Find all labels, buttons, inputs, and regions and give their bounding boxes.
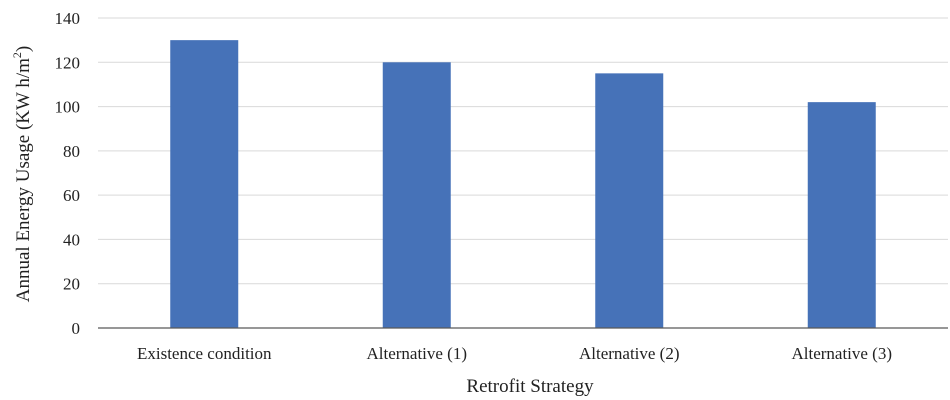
y-axis-title-main: Annual Energy Usage (KW h/m (13, 58, 34, 302)
x-tick-label: Alternative (1) (366, 344, 467, 363)
y-tick-label: 100 (55, 98, 81, 117)
x-tick-label: Existence condition (137, 344, 272, 363)
bar (595, 73, 664, 328)
y-axis-title-end: ) (13, 46, 34, 52)
y-tick-label: 140 (55, 9, 81, 28)
x-tick-label: Alternative (3) (791, 344, 892, 363)
y-axis-title: Annual Energy Usage (KW h/m2) (10, 46, 34, 302)
y-tick-label: 60 (63, 186, 80, 205)
gridlines (98, 17, 948, 285)
y-tick-label: 80 (63, 142, 80, 161)
y-axis-title-superscript: 2 (10, 52, 24, 58)
y-tick-label: 120 (55, 53, 81, 72)
y-tick-label: 40 (63, 230, 80, 249)
bar (170, 40, 239, 329)
y-tick-label: 20 (63, 275, 80, 294)
bar (382, 62, 451, 329)
y-tick-labels: 0 20 40 60 80 100 120 140 (55, 9, 81, 338)
y-tick-label: 0 (72, 319, 81, 338)
x-tick-label: Alternative (2) (579, 344, 680, 363)
bar (807, 102, 876, 329)
x-axis-title: Retrofit Strategy (466, 376, 594, 397)
bars (170, 40, 876, 329)
x-tick-labels: Existence condition Alternative (1) Altern… (137, 344, 892, 363)
